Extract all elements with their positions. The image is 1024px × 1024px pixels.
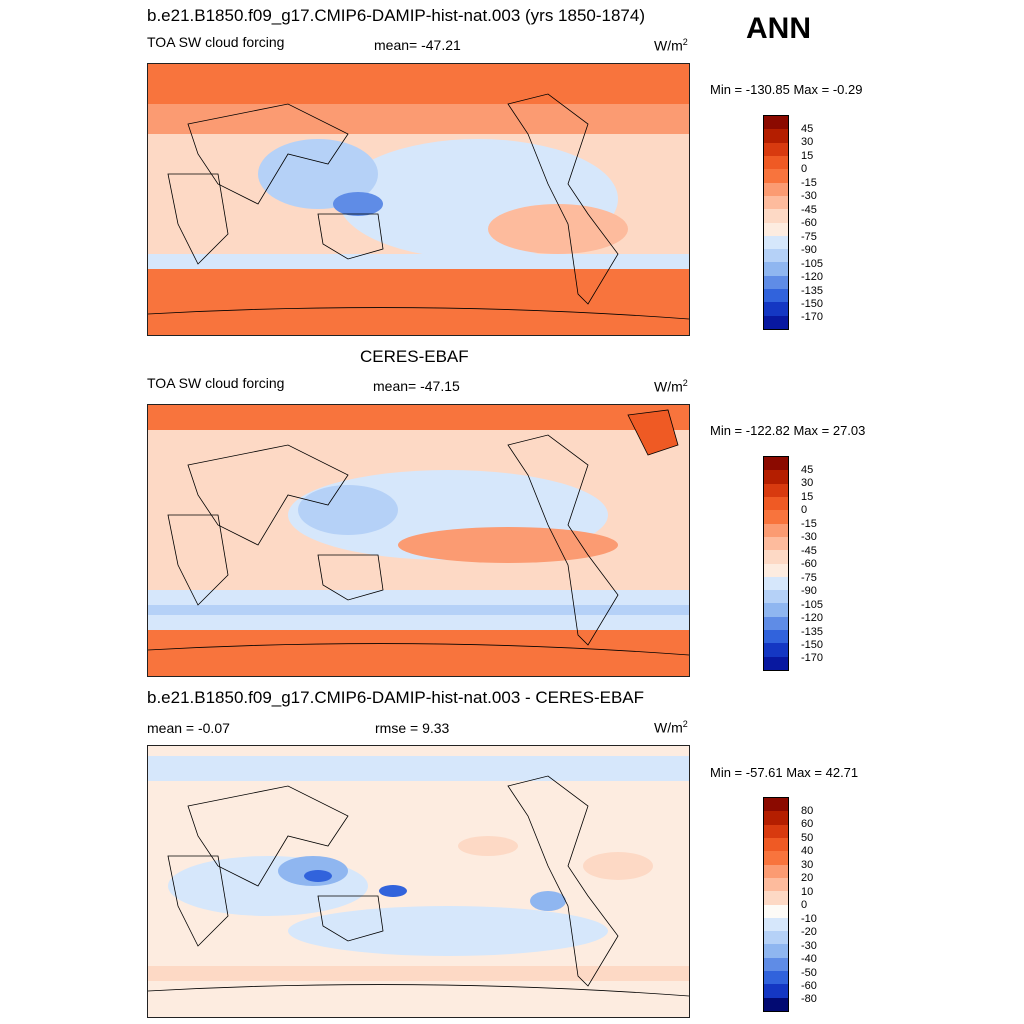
colorbar-label: -150 xyxy=(801,298,824,310)
colorbar-label: 80 xyxy=(801,805,814,817)
colorbar-label: -60 xyxy=(801,980,817,992)
colorbar-label: -40 xyxy=(801,953,817,965)
colorbar-label: 0 xyxy=(801,504,808,516)
colorbar-label: -30 xyxy=(801,531,817,543)
panel-1-title: b.e21.B1850.f09_g17.CMIP6-DAMIP-hist-nat… xyxy=(147,6,645,25)
panel-2-minmax: Min = -122.82 Max = 27.03 xyxy=(710,423,866,438)
colorbar-label: -170 xyxy=(801,652,824,664)
panel-3-minmax: Min = -57.61 Max = 42.71 xyxy=(710,765,859,780)
colorbar-label: 20 xyxy=(801,872,814,884)
colorbar-label: 10 xyxy=(801,886,814,898)
colorbar-label: -45 xyxy=(801,545,817,557)
colorbar-label: -80 xyxy=(801,993,817,1005)
colorbar-label: 15 xyxy=(801,491,814,503)
colorbar-label: -150 xyxy=(801,639,824,651)
colorbar-label: -90 xyxy=(801,244,817,256)
colorbar-label: -15 xyxy=(801,177,817,189)
colorbar-label: -10 xyxy=(801,913,817,925)
colorbar-label: -135 xyxy=(801,626,824,638)
colorbar-label: -170 xyxy=(801,311,824,323)
panel-2-title: CERES-EBAF xyxy=(360,347,469,366)
panel-1-colorbar-swatches xyxy=(763,115,789,330)
colorbar-label: -75 xyxy=(801,572,817,584)
panel-3-rmse-label: rmse = 9.33 xyxy=(375,720,450,736)
colorbar-label: 0 xyxy=(801,899,808,911)
colorbar-label: -120 xyxy=(801,612,824,624)
panel-1-mean-label: mean= -47.21 xyxy=(374,37,461,53)
colorbar-label: -15 xyxy=(801,518,817,530)
panel-3-units: W/m2 xyxy=(654,719,688,736)
colorbar-label: 15 xyxy=(801,150,814,162)
panel-2-mean-label: mean= -47.15 xyxy=(373,378,460,394)
colorbar-label: 30 xyxy=(801,136,814,148)
panel-3-colorbar-swatches xyxy=(763,797,789,1012)
panel-2-units: W/m2 xyxy=(654,378,688,395)
panel-3-map xyxy=(147,745,690,1018)
colorbar-label: -120 xyxy=(801,271,824,283)
panel-2-variable-label: TOA SW cloud forcing xyxy=(147,375,285,391)
panel-3-mean-label: mean = -0.07 xyxy=(147,720,230,736)
colorbar-label: -50 xyxy=(801,967,817,979)
colorbar-label: -20 xyxy=(801,926,817,938)
colorbar-label: -135 xyxy=(801,285,824,297)
colorbar-label: 45 xyxy=(801,123,814,135)
panel-3-title: b.e21.B1850.f09_g17.CMIP6-DAMIP-hist-nat… xyxy=(147,688,645,707)
colorbar-label: 60 xyxy=(801,818,814,830)
panel-3-colorbar: 80 60 50 40 30 20 10 0 -10 -20 -30 -40 -… xyxy=(763,797,817,1012)
colorbar-label: 40 xyxy=(801,845,814,857)
colorbar-label: 30 xyxy=(801,477,814,489)
colorbar-label: -75 xyxy=(801,231,817,243)
colorbar-label: -45 xyxy=(801,204,817,216)
panel-1-map xyxy=(147,63,690,336)
colorbar-label: -105 xyxy=(801,599,824,611)
panel-1-units: W/m2 xyxy=(654,37,688,54)
panel-1-colorbar: 45 30 15 0 -15 -30 -45 -60 -75 -90 -105 … xyxy=(763,115,823,330)
colorbar-label: -60 xyxy=(801,558,817,570)
colorbar-label: 45 xyxy=(801,464,814,476)
colorbar-label: 30 xyxy=(801,859,814,871)
colorbar-label: -90 xyxy=(801,585,817,597)
panel-2-colorbar: 45 30 15 0 -15 -30 -45 -60 -75 -90 -105 … xyxy=(763,456,823,671)
colorbar-label: -30 xyxy=(801,940,817,952)
panel-1-variable-label: TOA SW cloud forcing xyxy=(147,34,285,50)
colorbar-label: -60 xyxy=(801,217,817,229)
panel-2-colorbar-swatches xyxy=(763,456,789,671)
colorbar-label: 50 xyxy=(801,832,814,844)
colorbar-label: -30 xyxy=(801,190,817,202)
season-label: ANN xyxy=(746,12,811,45)
colorbar-label: -105 xyxy=(801,258,824,270)
panel-2-map xyxy=(147,404,690,677)
colorbar-label: 0 xyxy=(801,163,808,175)
panel-1-minmax: Min = -130.85 Max = -0.29 xyxy=(710,82,863,97)
